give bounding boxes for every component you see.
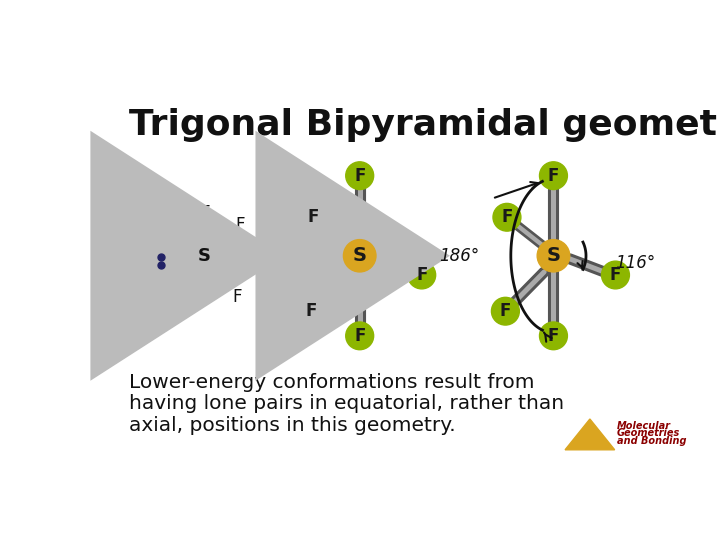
Text: F: F bbox=[233, 288, 242, 306]
Text: S: S bbox=[198, 247, 211, 265]
Text: 186°: 186° bbox=[440, 247, 480, 265]
Text: F: F bbox=[354, 327, 365, 345]
Circle shape bbox=[300, 204, 327, 231]
Circle shape bbox=[539, 162, 567, 190]
Circle shape bbox=[346, 322, 374, 350]
Polygon shape bbox=[565, 419, 615, 450]
Circle shape bbox=[297, 298, 325, 325]
Text: 116°: 116° bbox=[616, 254, 656, 273]
Text: Geometries: Geometries bbox=[617, 428, 680, 438]
Circle shape bbox=[492, 298, 519, 325]
Text: F: F bbox=[235, 216, 245, 234]
Text: F: F bbox=[183, 293, 192, 311]
Text: F: F bbox=[548, 167, 559, 185]
Circle shape bbox=[539, 322, 567, 350]
Text: F: F bbox=[501, 208, 513, 226]
Text: Trigonal Bipyramidal geometry: Trigonal Bipyramidal geometry bbox=[129, 108, 720, 142]
Circle shape bbox=[408, 261, 436, 289]
Text: having lone pairs in equatorial, rather than: having lone pairs in equatorial, rather … bbox=[129, 394, 564, 413]
Circle shape bbox=[601, 261, 629, 289]
Text: Molecular: Molecular bbox=[617, 421, 671, 430]
Text: F: F bbox=[610, 266, 621, 284]
Text: F: F bbox=[416, 266, 428, 284]
Text: S: S bbox=[353, 246, 366, 265]
Circle shape bbox=[493, 204, 521, 231]
Polygon shape bbox=[191, 265, 205, 293]
Text: F: F bbox=[306, 302, 318, 320]
Text: axial, positions in this geometry.: axial, positions in this geometry. bbox=[129, 416, 455, 435]
Text: F: F bbox=[354, 167, 365, 185]
Polygon shape bbox=[209, 260, 232, 288]
Circle shape bbox=[343, 240, 376, 272]
Text: and Bonding: and Bonding bbox=[617, 436, 686, 446]
Text: F: F bbox=[307, 208, 319, 226]
Text: S: S bbox=[546, 246, 560, 265]
Text: F: F bbox=[500, 302, 511, 320]
Text: F: F bbox=[548, 327, 559, 345]
Ellipse shape bbox=[140, 238, 194, 281]
Circle shape bbox=[537, 240, 570, 272]
Circle shape bbox=[346, 162, 374, 190]
Text: Lower-energy conformations result from: Lower-energy conformations result from bbox=[129, 373, 534, 392]
Text: F: F bbox=[200, 205, 210, 222]
